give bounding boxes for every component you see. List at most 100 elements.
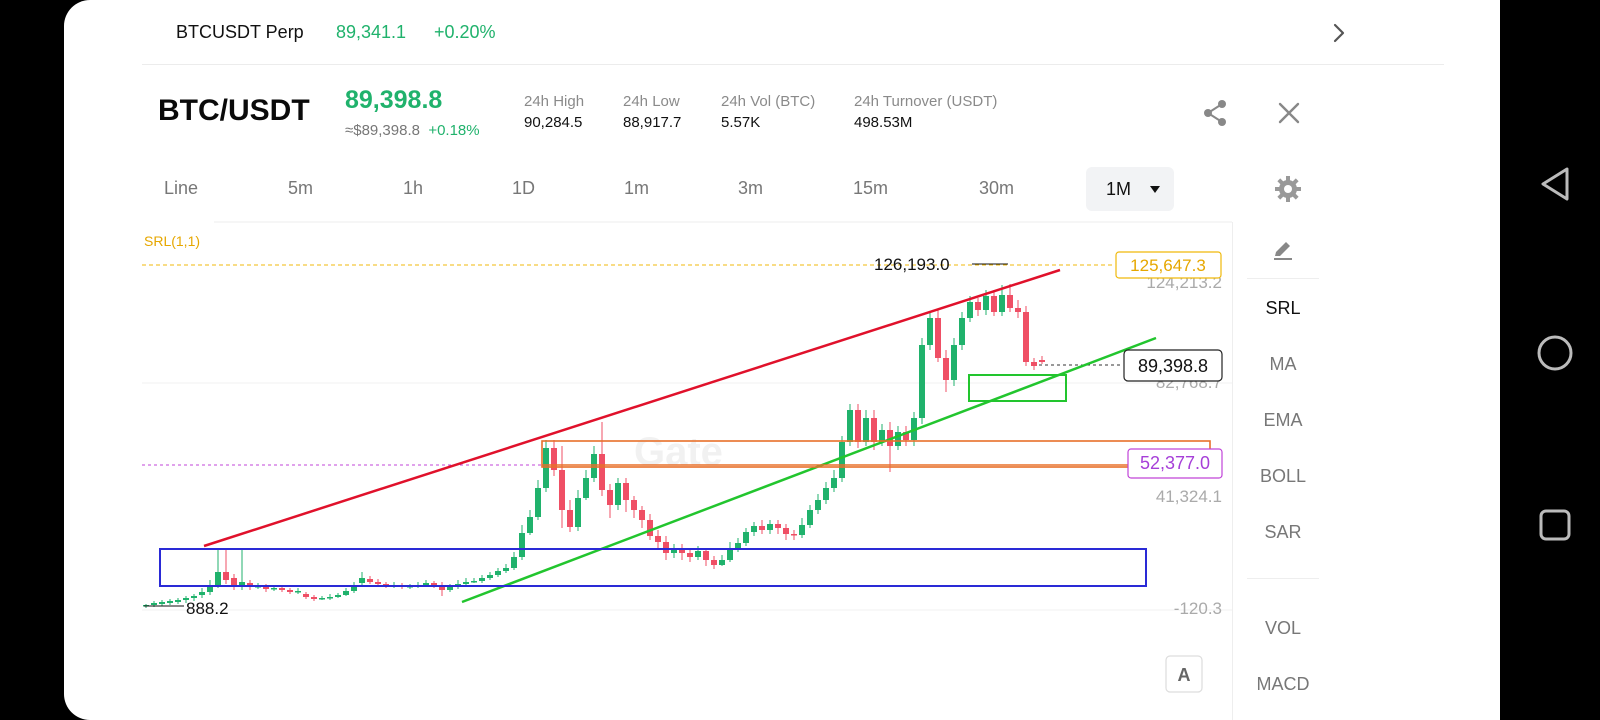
timeframe-line[interactable]: Line (164, 178, 199, 198)
candle-body (543, 448, 549, 488)
candle-body (775, 524, 781, 528)
stat-label: 24h Vol (BTC) (721, 93, 816, 110)
pencil-icon[interactable] (1271, 238, 1295, 262)
stat-label: 24h Turnover (USDT) (854, 93, 998, 110)
timeframe-1d[interactable]: 1D (512, 178, 536, 198)
indicator-vol[interactable]: VOL (1264, 618, 1302, 638)
settings-icon[interactable] (1271, 172, 1305, 206)
stat-24h-vol: 24h Vol (BTC) 5.57K (721, 93, 815, 131)
price-change: +0.18% (428, 122, 480, 139)
candle-body (367, 579, 373, 582)
candle-body (295, 591, 301, 593)
candle-body (231, 578, 237, 586)
candle-body (223, 572, 229, 580)
indicator-ema[interactable]: EMA (1263, 410, 1303, 430)
divider (142, 64, 1444, 65)
candle-body (815, 500, 821, 510)
candle-body (199, 592, 205, 595)
timeframe-dropdown-1M[interactable]: 1M (1086, 167, 1174, 211)
timeframe-1h[interactable]: 1h (403, 178, 424, 198)
ticker-bar[interactable]: BTCUSDT Perp 89,341.1 +0.20% (64, 0, 1444, 64)
indicator-sar[interactable]: SAR (1264, 522, 1302, 542)
ticker-symbol[interactable]: BTCUSDT Perp (176, 22, 304, 42)
stat-24h-turnover: 24h Turnover (USDT) 498.53M (854, 93, 997, 131)
candle-body (863, 418, 869, 442)
candle-body (271, 588, 277, 590)
candles-group (143, 284, 1045, 608)
timeframe-15m[interactable]: 15m (853, 178, 889, 198)
recents-nav-icon[interactable] (1535, 505, 1575, 545)
fiat-price: ≈$89,398.8 (345, 122, 420, 139)
divider (1247, 278, 1319, 279)
candle-body (615, 483, 621, 505)
current-price-tag[interactable]: 89,398.8 (1138, 356, 1208, 376)
candle-body (335, 595, 341, 597)
indicator-srl[interactable]: SRL (1265, 298, 1301, 318)
indicator-ma[interactable]: MA (1269, 354, 1297, 374)
divider (1247, 578, 1319, 579)
candle-body (1015, 308, 1021, 312)
candle-body (791, 534, 797, 536)
candle-body (1039, 360, 1045, 362)
stat-value: 90,284.5 (524, 114, 583, 131)
candle-body (1023, 312, 1029, 362)
auto-scale-button[interactable] (1165, 655, 1203, 693)
lower-trendline[interactable] (461, 336, 1157, 604)
home-nav-icon[interactable] (1535, 333, 1575, 373)
candle-body (535, 488, 541, 517)
candle-body (215, 572, 221, 585)
candlestick-chart[interactable]: Gate SRL(1,1) 126,193.0 888.2 124,213.2 … (64, 0, 1232, 720)
upper-trendline[interactable] (203, 268, 1061, 548)
caret-down-icon (1150, 186, 1160, 193)
support-box[interactable] (159, 548, 1147, 587)
candle-body (495, 571, 501, 575)
candle-body (511, 557, 517, 568)
indicator-macd[interactable]: MACD (1256, 674, 1310, 694)
candle-body (327, 597, 333, 599)
indicator-boll[interactable]: BOLL (1259, 466, 1307, 486)
candle-body (695, 551, 701, 557)
pair-title: BTC/USDT (158, 94, 310, 127)
timeframe-30m[interactable]: 30m (979, 178, 1015, 198)
candle-body (463, 582, 469, 584)
candle-body (303, 594, 309, 597)
demand-box[interactable] (968, 374, 1067, 402)
candle-body (487, 575, 493, 578)
chevron-right-icon[interactable] (1324, 18, 1354, 48)
candle-body (263, 587, 269, 589)
axis-label: -120.3 (1174, 599, 1222, 618)
candle-body (607, 490, 613, 505)
indicator-label: SRL(1,1) (144, 233, 200, 249)
candle-body (935, 318, 941, 358)
candle-body (687, 553, 693, 557)
candle-body (999, 295, 1005, 312)
back-nav-icon[interactable] (1535, 164, 1575, 204)
fiat-price-row: ≈$89,398.8 +0.18% (345, 122, 480, 139)
purple-price-tag: 52,377.0 (1140, 453, 1210, 473)
candle-body (927, 318, 933, 345)
candle-body (623, 483, 629, 500)
timeframe-5m[interactable]: 5m (288, 178, 314, 198)
candle-body (167, 601, 173, 603)
stat-24h-high: 24h High 90,284.5 (524, 93, 584, 131)
timeframe-3m[interactable]: 3m (738, 178, 764, 198)
candle-body (647, 520, 653, 536)
stat-label: 24h High (524, 93, 585, 110)
ticker-price: 89,341.1 (336, 22, 407, 42)
timeframe-1m[interactable]: 1m (624, 178, 650, 198)
candle-body (527, 517, 533, 533)
candle-body (311, 597, 317, 599)
candle-body (319, 598, 325, 600)
stat-value: 498.53M (854, 114, 913, 131)
candle-body (591, 454, 597, 478)
candle-body (719, 560, 725, 565)
candle-body (663, 542, 669, 553)
candle-body (799, 525, 805, 535)
candle-body (975, 302, 981, 310)
close-icon[interactable] (1272, 96, 1306, 130)
candle-body (903, 432, 909, 440)
candle-body (503, 568, 509, 571)
candle-body (631, 500, 637, 510)
share-icon[interactable] (1198, 96, 1232, 130)
stat-24h-low: 24h Low 88,917.7 (623, 93, 681, 131)
